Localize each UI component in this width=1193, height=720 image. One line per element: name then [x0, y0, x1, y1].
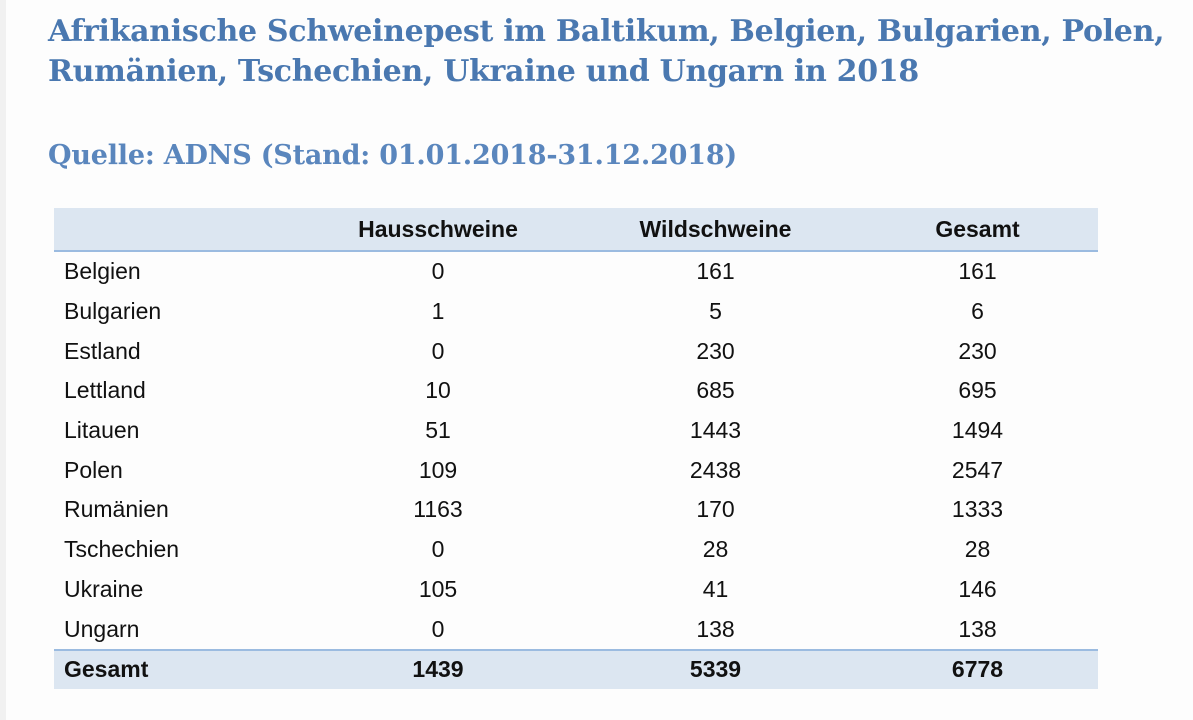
wildschweine-cell: 1443 [689, 417, 742, 444]
gesamt-cell: 146 [958, 575, 997, 602]
country-cell: Tschechien [64, 536, 180, 563]
wildschweine-cell: 170 [696, 496, 735, 523]
hausschweine-cell: 0 [431, 337, 445, 364]
gesamt-cell: 2547 [951, 456, 1004, 483]
hausschweine-cell: 105 [418, 575, 458, 602]
gesamt-cell: 1494 [951, 417, 1004, 444]
header-wildschweine: Wildschweine [574, 208, 857, 252]
table-row: Tschechien 0 28 28 [54, 530, 1098, 570]
country-cell: Rumänien [64, 496, 169, 523]
wildschweine-cell: 5 [709, 298, 722, 325]
wildschweine-cell: 2438 [689, 456, 742, 483]
total-wildschweine: 5339 [574, 648, 857, 689]
total-row: Gesamt 1439 5339 6778 [54, 648, 1098, 689]
gesamt-cell: 161 [958, 258, 997, 285]
header-hausschweine: Hausschweine [302, 208, 574, 252]
country-cell: Litauen [64, 417, 140, 444]
header-country [54, 208, 302, 252]
table-row: Rumänien 1163 170 1333 [54, 490, 1098, 530]
header-gesamt: Gesamt [857, 208, 1098, 252]
table-row: Lettland 10 685 695 [54, 371, 1098, 411]
table-row: Belgien 0 161 161 [54, 251, 1098, 292]
table-row: Ukraine 105 41 146 [54, 570, 1098, 610]
wildschweine-cell: 161 [696, 258, 735, 285]
country-cell: Lettland [64, 377, 146, 404]
wildschweine-cell: 41 [702, 575, 729, 602]
gesamt-cell: 138 [958, 615, 997, 642]
slide-edge [0, 0, 6, 720]
country-cell: Bulgarien [64, 298, 162, 325]
hausschweine-cell: 0 [431, 615, 445, 642]
country-cell: Polen [64, 456, 123, 483]
hausschweine-cell: 51 [425, 417, 451, 444]
total-hausschweine: 1439 [302, 648, 574, 689]
hausschweine-cell: 1163 [413, 496, 463, 523]
gesamt-cell: 695 [958, 377, 997, 404]
country-cell: Estland [64, 337, 141, 364]
gesamt-cell: 6 [971, 298, 984, 325]
page-title: Afrikanische Schweinepest im Baltikum, B… [48, 14, 1165, 89]
wildschweine-cell: 230 [696, 337, 735, 364]
country-cell: Ukraine [64, 575, 144, 602]
country-cell: Ungarn [64, 615, 140, 642]
table-row: Polen 109 2438 2547 [54, 450, 1098, 490]
hausschweine-cell: 0 [431, 258, 445, 285]
table-row: Ungarn 0 138 138 [54, 609, 1098, 650]
gesamt-cell: 28 [964, 536, 991, 563]
table-row: Estland 0 230 230 [54, 331, 1098, 371]
hausschweine-cell: 1 [431, 298, 445, 325]
source-subtitle: Quelle: ADNS (Stand: 01.01.2018-31.12.20… [48, 140, 738, 171]
wildschweine-cell: 28 [702, 536, 729, 563]
table-row: Litauen 51 1443 1494 [54, 411, 1098, 451]
hausschweine-cell: 0 [431, 536, 445, 563]
country-cell: Belgien [64, 258, 141, 285]
wildschweine-cell: 138 [696, 615, 735, 642]
table-row: Bulgarien 1 5 6 [54, 292, 1098, 332]
hausschweine-cell: 109 [418, 456, 458, 483]
wildschweine-cell: 685 [696, 377, 735, 404]
gesamt-cell: 230 [958, 337, 997, 364]
total-gesamt: 6778 [857, 648, 1098, 689]
outbreak-table: Hausschweine Wildschweine Gesamt Belgien… [54, 208, 1098, 689]
gesamt-cell: 1333 [951, 496, 1004, 523]
table-header-row: Hausschweine Wildschweine Gesamt [54, 208, 1098, 252]
hausschweine-cell: 10 [425, 377, 451, 404]
total-label: Gesamt [54, 648, 302, 689]
